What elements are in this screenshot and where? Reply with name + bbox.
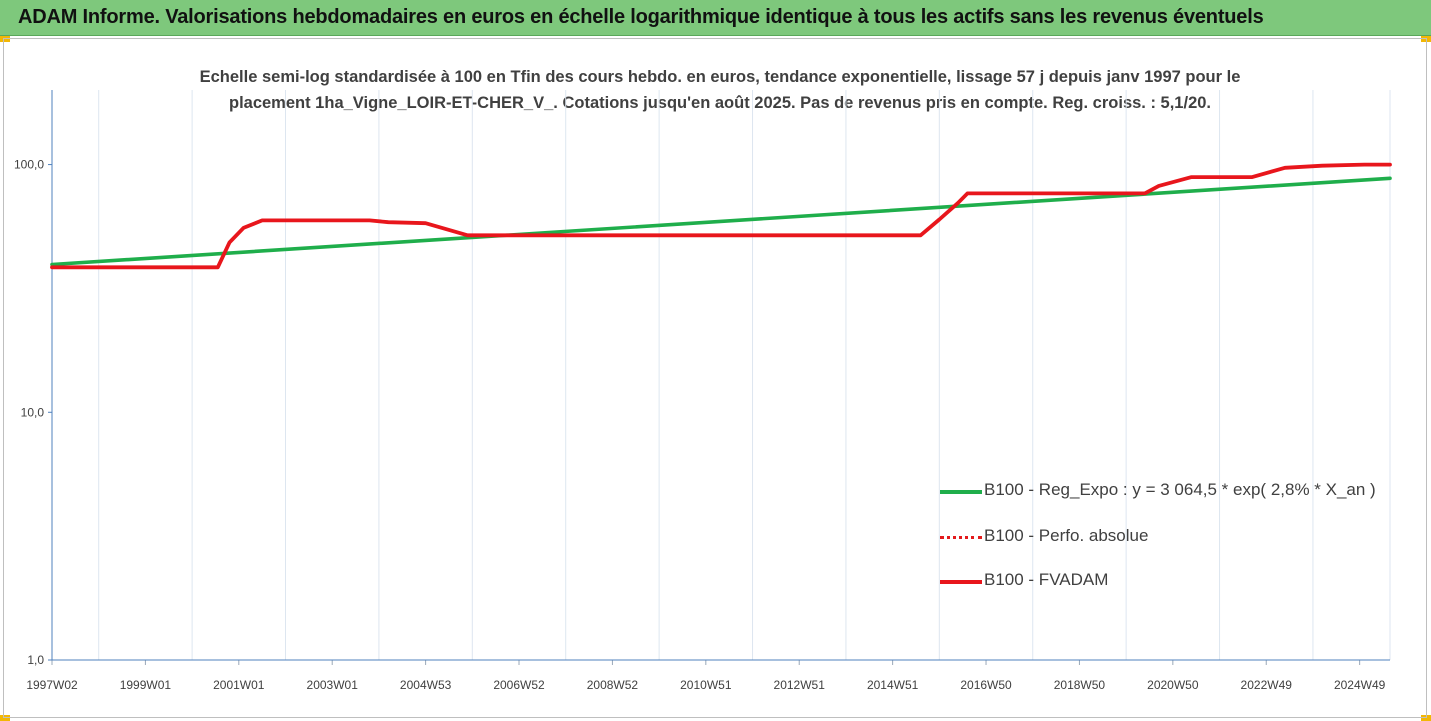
- chart-title-line-2: placement 1ha_Vigne_LOIR-ET-CHER_V_. Cot…: [228, 94, 1212, 112]
- series-line-reg-expo: [50, 176, 1392, 267]
- x-tick-label: 2020W50: [1147, 678, 1199, 692]
- y-tick-label: 10,0: [21, 405, 45, 419]
- x-tick-label: 2001W01: [213, 678, 265, 692]
- x-tick-label: 2003W01: [307, 678, 359, 692]
- legend-label-reg-expo: B100 - Reg_Expo : y = 3 064,5 * exp( 2,8…: [984, 480, 1376, 499]
- legend-item-perfo-absolue: B100 - Perfo. absolue: [938, 524, 1398, 548]
- legend-item-fvadam: B100 - FVADAM: [938, 568, 1398, 592]
- corner-marker: [0, 36, 10, 42]
- x-tick-label: 2014W51: [867, 678, 919, 692]
- legend-label-perfo-absolue: B100 - Perfo. absolue: [984, 526, 1149, 545]
- legend-swatch-fvadam: [940, 580, 982, 584]
- grid-lines: [98, 90, 1391, 660]
- chart-title-line-1: Echelle semi-log standardisée à 100 en T…: [199, 68, 1241, 86]
- x-tick-label: 2006W52: [493, 678, 545, 692]
- report-title: ADAM Informe. Valorisations hebdomadaire…: [18, 6, 1264, 28]
- axes: [48, 90, 1390, 665]
- report-banner: ADAM Informe. Valorisations hebdomadaire…: [0, 0, 1431, 36]
- x-tick-labels: 1997W02 1999W01 2001W01 2003W01 2004W53 2006W…: [26, 678, 1385, 692]
- legend-item-reg-expo: B100 - Reg_Expo : y = 3 064,5 * exp( 2,8…: [938, 478, 1398, 502]
- corner-marker: [0, 715, 10, 721]
- x-tick-label: 2022W49: [1241, 678, 1293, 692]
- x-tick-label: 2024W49: [1334, 678, 1386, 692]
- legend-swatch-reg-expo: [940, 490, 982, 494]
- x-tick-label: 2004W53: [400, 678, 452, 692]
- x-tick-label: 2016W50: [960, 678, 1012, 692]
- y-tick-label: 1,0: [27, 653, 44, 667]
- series-line-fvadam: [50, 162, 1392, 270]
- x-tick-label: 2012W51: [774, 678, 826, 692]
- x-tick-label: 1999W01: [120, 678, 172, 692]
- legend-swatch-perfo-absolue: [940, 536, 982, 539]
- y-tick-labels: 1,0 10,0 100,0: [14, 158, 44, 667]
- legend-label-fvadam: B100 - FVADAM: [984, 570, 1109, 589]
- chart-title: Echelle semi-log standardisée à 100 en T…: [120, 64, 1320, 116]
- x-tick-label: 2010W51: [680, 678, 732, 692]
- x-tick-label: 2018W50: [1054, 678, 1106, 692]
- x-tick-label: 1997W02: [26, 678, 78, 692]
- x-tick-label: 2008W52: [587, 678, 639, 692]
- y-tick-label: 100,0: [14, 158, 44, 172]
- series-lines: [50, 162, 1392, 270]
- corner-marker: [1421, 715, 1431, 721]
- chart-frame: [3, 38, 1427, 718]
